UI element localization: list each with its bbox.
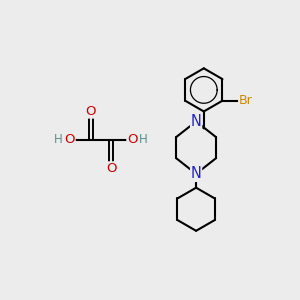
Text: O: O [85,105,96,118]
Text: H: H [140,134,148,146]
Text: N: N [191,114,202,129]
Text: N: N [191,166,202,181]
Text: H: H [54,134,63,146]
Text: O: O [106,162,117,175]
Text: O: O [64,134,75,146]
Text: Br: Br [239,94,252,107]
Text: O: O [127,134,137,146]
